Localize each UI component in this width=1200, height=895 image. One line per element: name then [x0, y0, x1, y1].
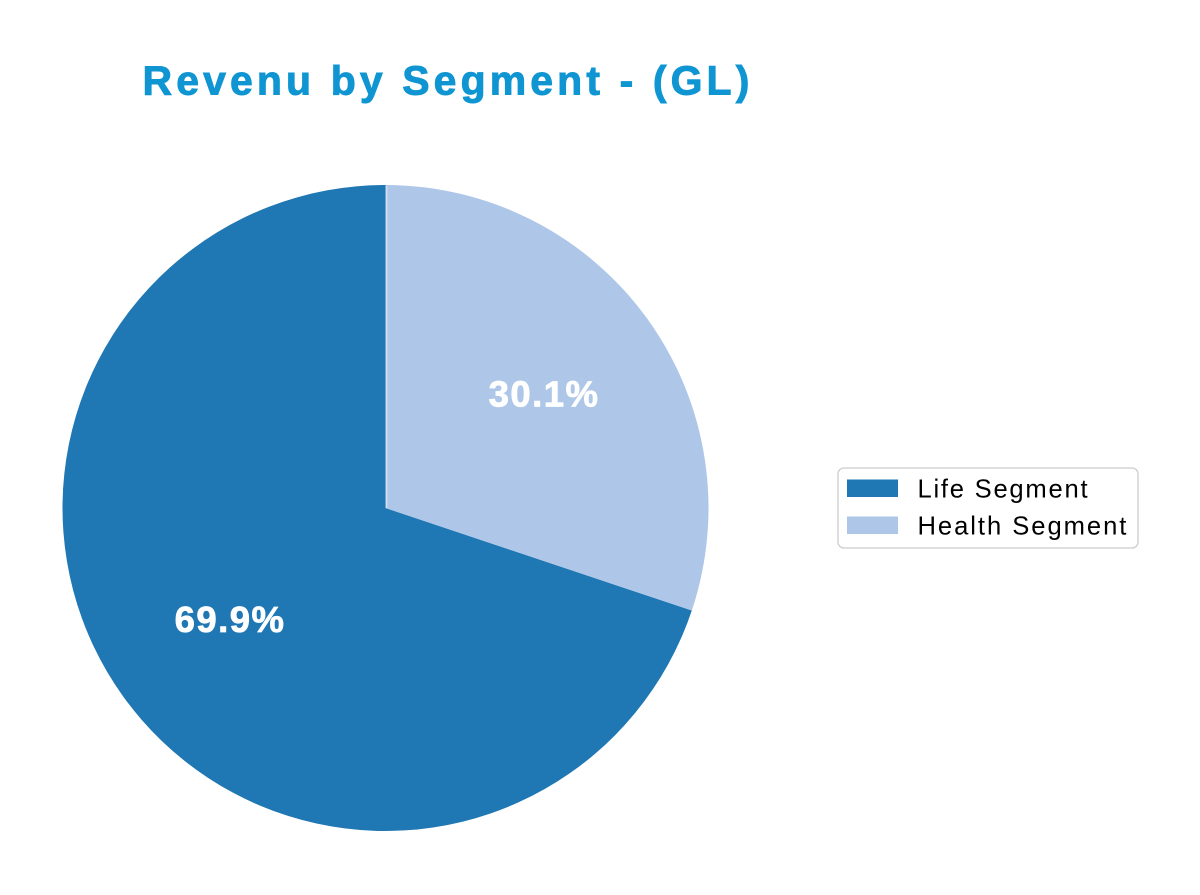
svg-text:30.1%: 30.1% — [489, 374, 600, 415]
svg-text:Health Segment: Health Segment — [918, 513, 1129, 541]
svg-text:Revenu by Segment - (GL): Revenu by Segment - (GL) — [143, 58, 754, 104]
svg-text:69.9%: 69.9% — [175, 599, 286, 640]
svg-text:Life Segment: Life Segment — [918, 475, 1090, 503]
